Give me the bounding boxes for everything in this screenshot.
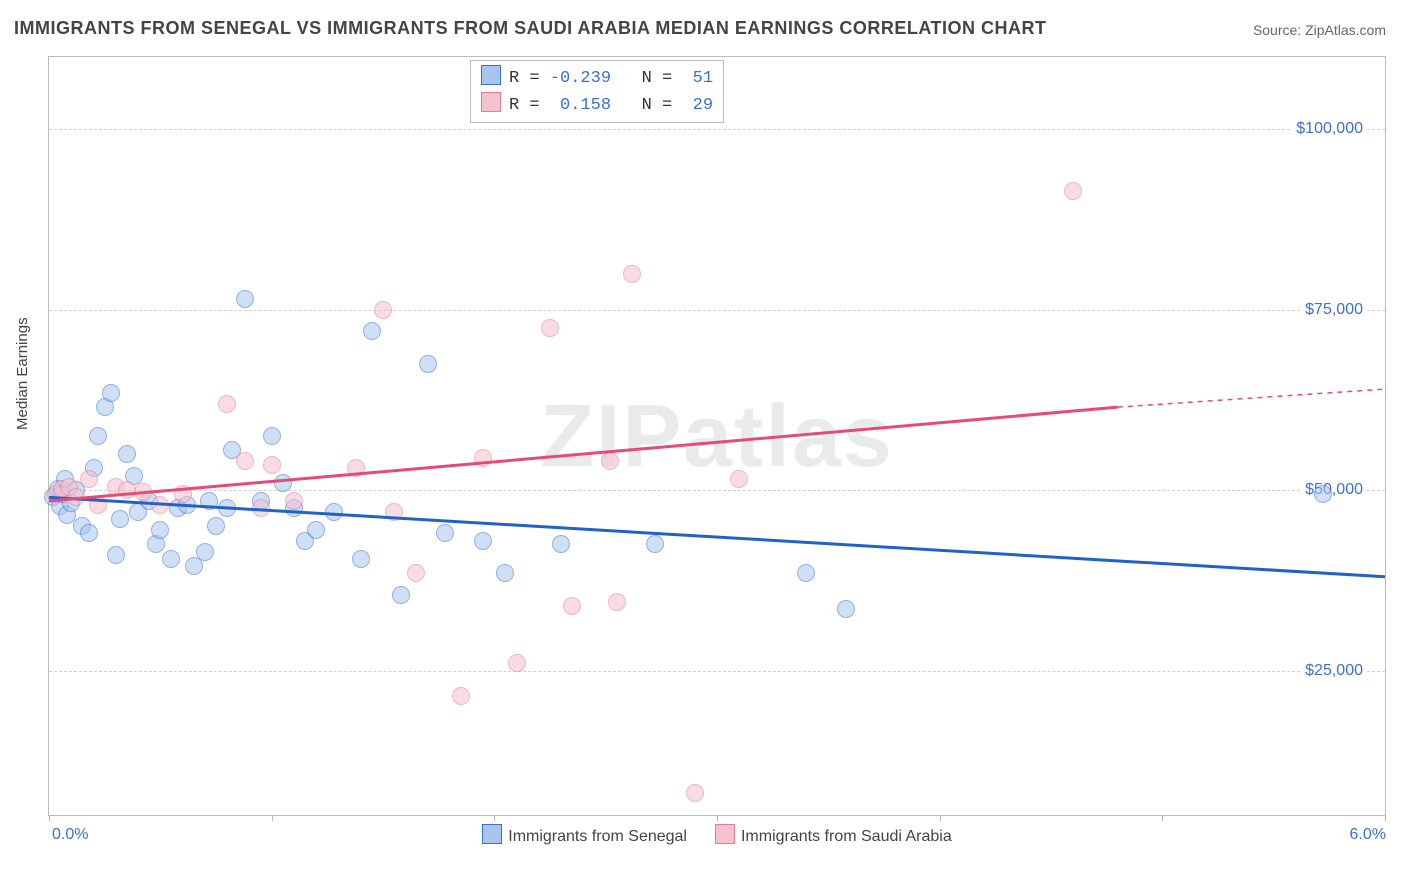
y-tick-label: $75,000 [1301, 301, 1367, 319]
data-point-senegal [392, 586, 410, 604]
data-point-senegal [196, 543, 214, 561]
legend-swatch-icon [481, 65, 501, 85]
trend-line-senegal [49, 497, 1385, 576]
data-point-senegal [274, 474, 292, 492]
y-tick-label: $25,000 [1301, 662, 1367, 680]
legend-swatch-icon [715, 824, 735, 844]
x-tick [49, 815, 50, 821]
data-point-saudi [730, 470, 748, 488]
x-tick [940, 815, 941, 821]
grid-line [49, 671, 1385, 672]
data-point-saudi [1064, 182, 1082, 200]
data-point-saudi [474, 449, 492, 467]
data-point-saudi [285, 492, 303, 510]
trend-line-saudi [49, 407, 1118, 501]
y-tick-label: $50,000 [1301, 481, 1367, 499]
trend-line-extrapolated-saudi [1118, 389, 1385, 407]
data-point-saudi [134, 483, 152, 501]
data-point-saudi [623, 265, 641, 283]
data-point-senegal [89, 427, 107, 445]
data-point-senegal [646, 535, 664, 553]
x-tick [494, 815, 495, 821]
grid-line [49, 490, 1385, 491]
data-point-senegal [363, 322, 381, 340]
data-point-saudi [263, 456, 281, 474]
data-point-saudi [218, 395, 236, 413]
data-point-saudi [608, 593, 626, 611]
data-point-saudi [508, 654, 526, 672]
legend-swatch-icon [482, 824, 502, 844]
data-point-senegal [236, 290, 254, 308]
data-point-senegal [419, 355, 437, 373]
chart-title: IMMIGRANTS FROM SENEGAL VS IMMIGRANTS FR… [14, 18, 1047, 39]
data-point-saudi [407, 564, 425, 582]
x-tick [1385, 815, 1386, 821]
legend-label-saudi: Immigrants from Saudi Arabia [741, 828, 952, 845]
data-point-saudi [601, 452, 619, 470]
data-point-saudi [541, 319, 559, 337]
data-point-senegal [200, 492, 218, 510]
data-point-senegal [118, 445, 136, 463]
data-point-saudi [151, 496, 169, 514]
data-point-saudi [67, 488, 85, 506]
data-point-senegal [552, 535, 570, 553]
stat-text: R = -0.239 N = 51 [509, 69, 713, 88]
data-point-senegal [263, 427, 281, 445]
y-axis-label: Median Earnings [14, 317, 31, 430]
data-point-senegal [151, 521, 169, 539]
plot-area: ZIPatlas $25,000 $50,000 $75,000 $100,000 [48, 56, 1386, 816]
data-point-saudi [374, 301, 392, 319]
trend-lines-layer [49, 57, 1385, 815]
data-point-senegal [107, 546, 125, 564]
data-point-senegal [797, 564, 815, 582]
source-attribution: Source: ZipAtlas.com [1253, 22, 1386, 38]
data-point-senegal [218, 499, 236, 517]
data-point-senegal [474, 532, 492, 550]
data-point-senegal [325, 503, 343, 521]
data-point-saudi [452, 687, 470, 705]
bottom-legend: Immigrants from Senegal Immigrants from S… [0, 824, 1406, 846]
legend-label-senegal: Immigrants from Senegal [508, 828, 687, 845]
x-tick [1162, 815, 1163, 821]
y-tick-label: $100,000 [1292, 120, 1367, 138]
grid-line [49, 310, 1385, 311]
data-point-senegal [837, 600, 855, 618]
stat-text: R = 0.158 N = 29 [509, 96, 713, 115]
data-point-saudi [252, 499, 270, 517]
data-point-saudi [563, 597, 581, 615]
data-point-saudi [385, 503, 403, 521]
data-point-saudi [89, 496, 107, 514]
data-point-senegal [1314, 485, 1332, 503]
data-point-senegal [307, 521, 325, 539]
data-point-saudi [686, 784, 704, 802]
watermark-text: ZIPatlas [540, 385, 893, 487]
data-point-senegal [162, 550, 180, 568]
data-point-senegal [496, 564, 514, 582]
data-point-senegal [207, 517, 225, 535]
grid-line [49, 129, 1385, 130]
data-point-senegal [102, 384, 120, 402]
data-point-senegal [352, 550, 370, 568]
data-point-saudi [236, 452, 254, 470]
data-point-saudi [80, 470, 98, 488]
stat-row-saudi: R = 0.158 N = 29 [481, 92, 713, 119]
data-point-senegal [436, 524, 454, 542]
data-point-senegal [80, 524, 98, 542]
data-point-saudi [347, 459, 365, 477]
x-tick [272, 815, 273, 821]
data-point-senegal [111, 510, 129, 528]
chart-container: IMMIGRANTS FROM SENEGAL VS IMMIGRANTS FR… [0, 0, 1406, 892]
correlation-legend-box: R = -0.239 N = 51 R = 0.158 N = 29 [470, 60, 724, 123]
data-point-saudi [174, 485, 192, 503]
stat-row-senegal: R = -0.239 N = 51 [481, 65, 713, 92]
legend-swatch-icon [481, 92, 501, 112]
x-tick [717, 815, 718, 821]
